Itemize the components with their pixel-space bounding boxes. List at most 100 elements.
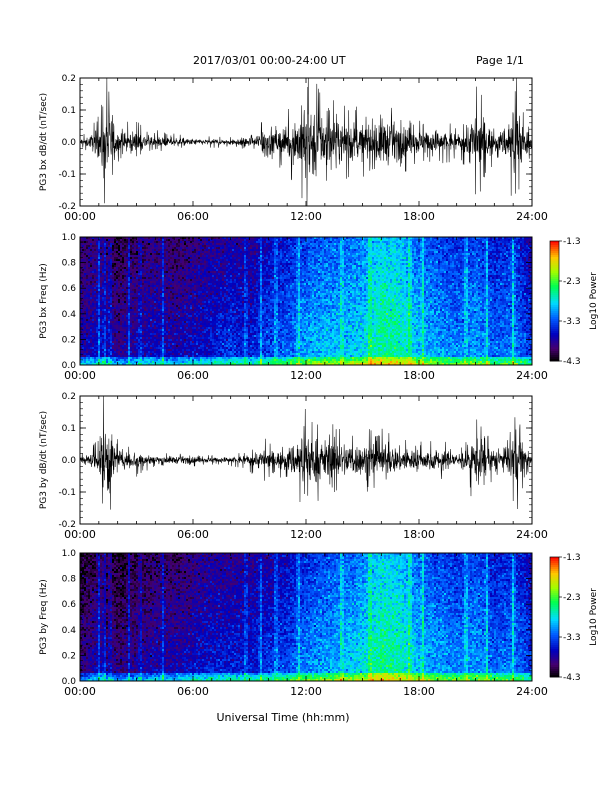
spectrogram-cell bbox=[204, 309, 207, 312]
spectrogram-cell bbox=[224, 311, 227, 314]
spectrogram-cell bbox=[230, 253, 233, 256]
spectrogram-cell bbox=[230, 247, 233, 250]
spectrogram-cell bbox=[160, 317, 163, 320]
spectrogram-cell bbox=[224, 323, 227, 326]
spectrogram-cell bbox=[104, 337, 107, 340]
spectrogram-cell bbox=[178, 321, 181, 324]
spectrogram-cell bbox=[220, 327, 223, 330]
spectrogram-cell bbox=[154, 257, 157, 260]
spectrogram-cell bbox=[196, 359, 199, 362]
spectrogram-cell bbox=[102, 325, 105, 328]
spectrogram-cell bbox=[118, 271, 121, 274]
spectrogram-cell bbox=[154, 305, 157, 308]
spectrogram-cell bbox=[106, 313, 109, 316]
spectrogram-cell bbox=[146, 269, 149, 272]
spectrogram-cell bbox=[138, 297, 141, 300]
spectrogram-cell bbox=[130, 275, 133, 278]
spectrogram-cell bbox=[186, 275, 189, 278]
spectrogram-cell bbox=[216, 345, 219, 348]
spectrogram-cell bbox=[106, 349, 109, 352]
spectrogram-cell bbox=[204, 337, 207, 340]
spectrogram-cell bbox=[216, 273, 219, 276]
spectrogram-cell bbox=[220, 321, 223, 324]
spectrogram-cell bbox=[200, 339, 203, 342]
spectrogram-cell bbox=[174, 355, 177, 358]
spectrogram-cell bbox=[162, 343, 165, 346]
spectrogram-cell bbox=[202, 267, 205, 270]
spectrogram-cell bbox=[148, 339, 151, 342]
spectrogram-cell bbox=[228, 337, 231, 340]
spectrogram-cell bbox=[230, 311, 233, 314]
spectrogram-cell bbox=[182, 341, 185, 344]
spectrogram-cell bbox=[202, 341, 205, 344]
spectrogram-cell bbox=[104, 331, 107, 334]
spectrogram-cell bbox=[98, 309, 101, 312]
spectrogram-cell bbox=[92, 347, 95, 350]
spectrogram-cell bbox=[142, 357, 145, 360]
spectrogram-cell bbox=[94, 361, 97, 364]
spectrogram-cell bbox=[160, 361, 163, 364]
spectrogram-cell bbox=[154, 319, 157, 322]
spectrogram-cell bbox=[114, 257, 117, 260]
spectrogram-cell bbox=[112, 261, 115, 264]
spectrogram-cell bbox=[148, 363, 151, 366]
spectrogram-cell bbox=[210, 345, 213, 348]
spectrogram-cell bbox=[126, 253, 129, 256]
spectrogram-cell bbox=[152, 357, 155, 360]
spectrogram-cell bbox=[178, 291, 181, 294]
spectrogram-cell bbox=[120, 247, 123, 250]
spectrogram-cell bbox=[84, 321, 87, 324]
spectrogram-cell bbox=[138, 329, 141, 332]
spectrogram-cell bbox=[148, 283, 151, 286]
spectrogram-cell bbox=[112, 345, 115, 348]
spectrogram-cell bbox=[184, 247, 187, 250]
spectrogram-cell bbox=[156, 259, 159, 262]
spectrogram-cell bbox=[188, 353, 191, 356]
y-tick-label: -0.1 bbox=[58, 170, 76, 180]
spectrogram-cell bbox=[204, 261, 207, 264]
spectrogram-cell bbox=[80, 347, 83, 350]
spectrogram-cell bbox=[120, 269, 123, 272]
spectrogram-cell bbox=[82, 341, 85, 344]
spectrogram-cell bbox=[84, 241, 87, 244]
spectrogram-cell bbox=[92, 315, 95, 318]
spectrogram-cell bbox=[134, 267, 137, 270]
spectrogram-cell bbox=[180, 355, 183, 358]
spectrogram-cell bbox=[188, 293, 191, 296]
spectrogram-cell bbox=[230, 359, 233, 362]
spectrogram-cell bbox=[88, 245, 91, 248]
spectrogram-cell bbox=[110, 321, 113, 324]
spectrogram-cell bbox=[114, 351, 117, 354]
spectrogram-cell bbox=[218, 297, 221, 300]
spectrogram-cell bbox=[108, 335, 111, 338]
spectrogram-cell bbox=[120, 361, 123, 364]
spectrogram-cell bbox=[218, 247, 221, 250]
spectrogram-cell bbox=[184, 267, 187, 270]
spectrogram-cell bbox=[200, 287, 203, 290]
spectrogram-cell bbox=[132, 357, 135, 360]
spectrogram-cell bbox=[216, 261, 219, 264]
spectrogram-cell bbox=[224, 355, 227, 358]
spectrogram-cell bbox=[138, 279, 141, 282]
spectrogram-cell bbox=[102, 307, 105, 310]
spectrogram-cell bbox=[110, 357, 113, 360]
spectrogram-cell bbox=[214, 333, 217, 336]
spectrogram-cell bbox=[140, 267, 143, 270]
spectrogram-cell bbox=[214, 301, 217, 304]
spectrogram-cell bbox=[202, 281, 205, 284]
spectrogram-cell bbox=[142, 291, 145, 294]
spectrogram-cell bbox=[116, 327, 119, 330]
spectrogram-cell bbox=[110, 349, 113, 352]
spectrogram-cell bbox=[100, 327, 103, 330]
spectrogram-cell bbox=[110, 269, 113, 272]
spectrogram-cell bbox=[204, 237, 207, 240]
spectrogram-cell bbox=[156, 239, 159, 242]
spectrogram-cell bbox=[170, 259, 173, 262]
spectrogram-cell bbox=[180, 321, 183, 324]
spectrogram-cell bbox=[94, 271, 97, 274]
spectrogram-cell bbox=[146, 323, 149, 326]
spectrogram-cell bbox=[200, 363, 203, 366]
spectrogram-cell bbox=[136, 357, 139, 360]
spectrogram-cell bbox=[148, 271, 151, 274]
spectrogram-cell bbox=[202, 245, 205, 248]
